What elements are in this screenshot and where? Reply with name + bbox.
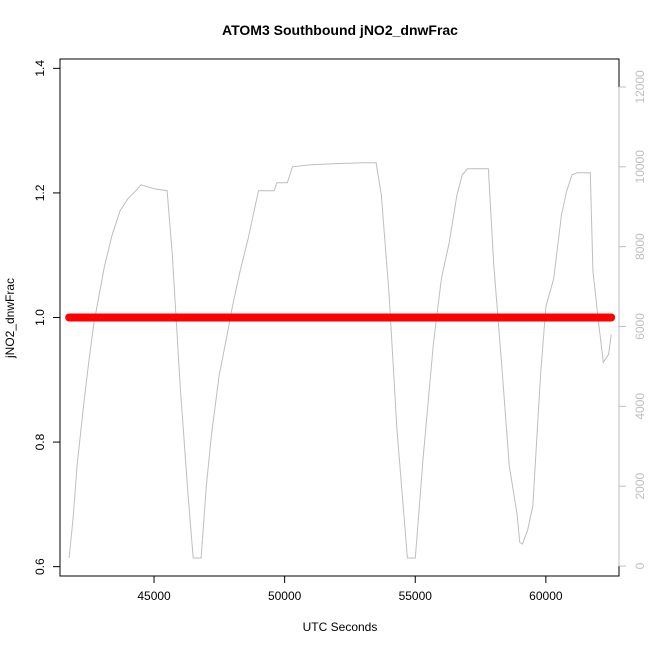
- series-layer: [65, 162, 616, 559]
- y2-tick-label: 6000: [633, 313, 647, 340]
- y-axis: 0.6 0.8 1.0 1.2 1.4: [33, 60, 61, 575]
- altitude-series-line: [68, 162, 612, 559]
- y-axis-label: jNO2_dnwFrac: [3, 278, 17, 359]
- y2-tick-label: 2000: [633, 473, 647, 500]
- y2-tick-label: 12000: [633, 70, 647, 104]
- y2-tick-label: 0: [633, 562, 647, 569]
- y2-tick-label: 8000: [633, 233, 647, 260]
- y2-axis: 0 2000 4000 6000 8000 10000 12000: [618, 70, 647, 569]
- y2-tick-label: 4000: [633, 393, 647, 420]
- y-tick-label: 1.2: [33, 184, 47, 201]
- x-tick-label: 60000: [529, 589, 563, 603]
- chart-title: ATOM3 Southbound jNO2_dnwFrac: [222, 22, 458, 38]
- y-tick-label: 0.6: [33, 558, 47, 575]
- y-tick-label: 1.0: [33, 309, 47, 326]
- y-tick-label: 1.4: [33, 60, 47, 77]
- x-tick-label: 55000: [399, 589, 433, 603]
- x-axis-label: UTC Seconds: [303, 620, 378, 634]
- y-tick-label: 0.8: [33, 433, 47, 450]
- y2-tick-label: 10000: [633, 150, 647, 184]
- x-axis: 45000 50000 55000 60000: [137, 575, 563, 603]
- x-tick-label: 45000: [137, 589, 171, 603]
- x-tick-label: 50000: [268, 589, 302, 603]
